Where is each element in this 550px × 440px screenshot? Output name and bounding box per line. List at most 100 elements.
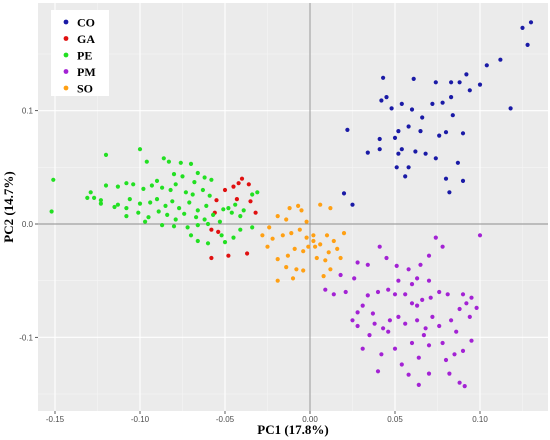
- point-pm: [377, 244, 382, 249]
- point-pe: [103, 152, 109, 157]
- point-pe: [183, 190, 188, 195]
- point-so: [299, 208, 304, 213]
- point-pm: [421, 333, 426, 338]
- point-ga: [245, 251, 250, 256]
- point-pm: [447, 371, 452, 376]
- point-co: [381, 75, 386, 80]
- point-co: [455, 160, 460, 165]
- point-so: [318, 202, 323, 207]
- point-pe: [185, 225, 190, 230]
- point-pe: [231, 235, 236, 240]
- point-co: [443, 176, 449, 181]
- zero-lines: [38, 3, 548, 411]
- point-pm: [469, 338, 474, 343]
- point-pm: [416, 355, 421, 360]
- point-pe: [144, 159, 149, 164]
- point-co: [430, 101, 435, 106]
- point-pm: [355, 310, 360, 315]
- point-pe: [173, 217, 178, 222]
- point-pe: [238, 227, 243, 232]
- point-pm: [469, 295, 474, 300]
- point-so: [287, 206, 292, 211]
- point-so: [296, 203, 301, 208]
- point-ga: [231, 184, 236, 189]
- point-pe: [229, 210, 234, 215]
- point-pm: [433, 235, 438, 240]
- point-pe: [124, 181, 129, 186]
- point-pm: [403, 321, 408, 326]
- point-so: [304, 235, 309, 240]
- point-co: [411, 76, 416, 81]
- point-co: [406, 165, 411, 170]
- point-so: [313, 244, 318, 249]
- point-pm: [386, 329, 391, 334]
- legend-key-co: [63, 19, 69, 25]
- point-so: [335, 246, 340, 251]
- series-pm: [323, 233, 483, 389]
- point-pe: [171, 224, 177, 229]
- point-co: [350, 202, 355, 207]
- point-pe: [205, 221, 211, 227]
- point-co: [433, 156, 438, 161]
- y-axis-ticks: -0.1 0.0 0.1: [19, 107, 38, 342]
- point-pm: [409, 282, 415, 287]
- point-pm: [372, 321, 377, 326]
- point-pe: [180, 174, 185, 179]
- point-pm: [462, 384, 467, 389]
- point-pm: [415, 303, 420, 308]
- point-pe: [98, 201, 103, 206]
- point-pm: [396, 314, 401, 319]
- point-pe: [211, 212, 216, 217]
- point-pe: [233, 202, 238, 207]
- point-pm: [396, 278, 401, 283]
- point-pm: [443, 357, 449, 363]
- point-pe: [148, 200, 153, 205]
- point-pm: [381, 326, 386, 331]
- point-co: [508, 106, 513, 111]
- point-pe: [192, 180, 197, 185]
- point-pe: [161, 156, 166, 161]
- point-pe: [137, 201, 143, 206]
- point-so: [275, 257, 280, 262]
- point-pe: [173, 182, 178, 187]
- point-pe: [187, 200, 192, 205]
- point-co: [449, 80, 454, 85]
- point-so: [318, 242, 323, 247]
- point-co: [460, 178, 466, 183]
- point-so: [301, 249, 306, 254]
- point-co: [413, 149, 418, 154]
- point-pm: [392, 346, 398, 351]
- point-co: [440, 100, 445, 105]
- point-pm: [379, 352, 384, 357]
- point-pe: [49, 209, 54, 214]
- point-so: [311, 233, 316, 238]
- point-ga: [246, 182, 251, 187]
- point-pe: [160, 185, 165, 190]
- legend-label-co: CO: [77, 16, 95, 30]
- point-pm: [409, 340, 415, 346]
- point-co: [420, 115, 425, 120]
- point-pm: [426, 278, 432, 283]
- point-pm: [365, 293, 370, 298]
- point-pe: [222, 240, 228, 245]
- point-pm: [457, 306, 462, 312]
- point-pm: [423, 326, 428, 331]
- point-so: [289, 231, 294, 236]
- point-pm: [426, 343, 432, 348]
- point-pe: [146, 215, 151, 220]
- point-co: [377, 136, 382, 142]
- point-pm: [403, 292, 408, 297]
- series-pe: [49, 147, 260, 246]
- x-tick-label: 0.10: [472, 415, 488, 424]
- x-tick-label: -0.05: [216, 415, 235, 424]
- point-pe: [219, 233, 224, 238]
- point-pm: [370, 311, 375, 316]
- legend-key-pm: [63, 69, 69, 74]
- point-pm: [464, 301, 469, 306]
- point-so: [270, 236, 275, 241]
- point-pm: [426, 371, 432, 376]
- point-pe: [200, 187, 205, 193]
- point-pe: [115, 202, 120, 207]
- point-pm: [399, 362, 404, 367]
- point-pm: [457, 380, 462, 385]
